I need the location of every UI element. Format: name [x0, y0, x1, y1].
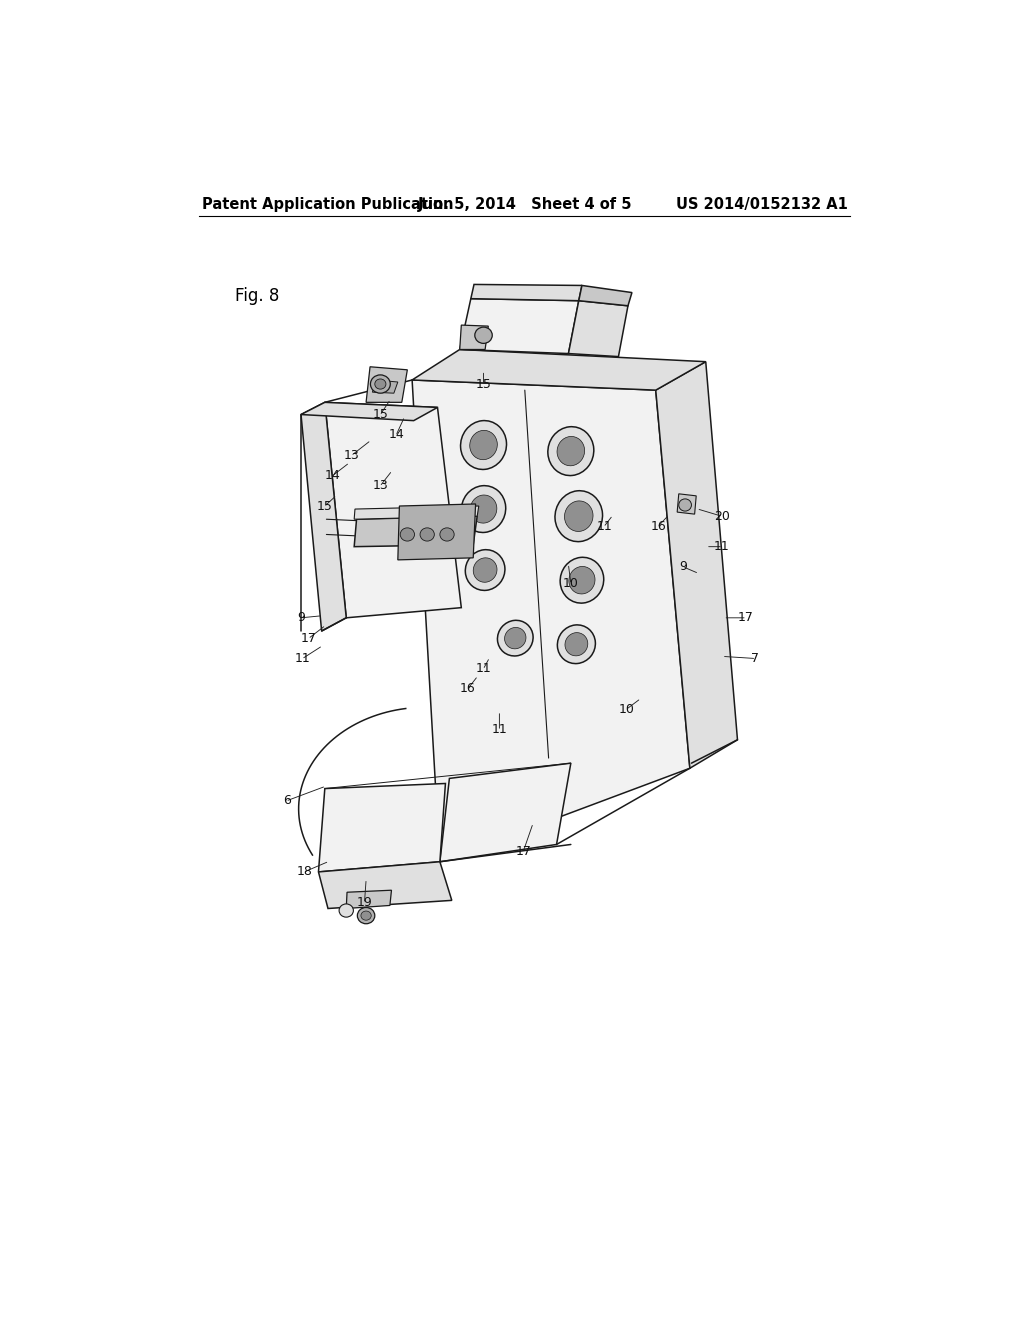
- Ellipse shape: [548, 426, 594, 475]
- Text: 15: 15: [373, 408, 388, 421]
- Ellipse shape: [339, 904, 353, 917]
- Text: 18: 18: [296, 866, 312, 878]
- Text: 11: 11: [492, 723, 507, 737]
- Text: 9: 9: [297, 611, 305, 624]
- Polygon shape: [325, 403, 461, 618]
- Ellipse shape: [360, 911, 372, 920]
- Polygon shape: [579, 285, 632, 306]
- Polygon shape: [412, 380, 690, 862]
- Text: 15: 15: [475, 378, 492, 391]
- Text: 14: 14: [325, 469, 341, 482]
- Polygon shape: [440, 763, 570, 862]
- Polygon shape: [655, 362, 737, 768]
- Ellipse shape: [475, 327, 493, 343]
- Text: 16: 16: [460, 682, 475, 696]
- Text: 6: 6: [283, 795, 291, 808]
- Ellipse shape: [557, 624, 595, 664]
- Ellipse shape: [400, 528, 415, 541]
- Ellipse shape: [357, 907, 375, 924]
- Text: 10: 10: [563, 577, 579, 590]
- Ellipse shape: [371, 375, 390, 393]
- Text: 14: 14: [388, 429, 404, 441]
- Ellipse shape: [465, 549, 505, 590]
- Ellipse shape: [564, 500, 593, 532]
- Ellipse shape: [440, 528, 455, 541]
- Polygon shape: [460, 325, 488, 350]
- Ellipse shape: [560, 557, 604, 603]
- Text: 16: 16: [650, 520, 666, 533]
- Text: 13: 13: [344, 449, 359, 462]
- Text: 17: 17: [515, 845, 531, 858]
- Polygon shape: [412, 350, 706, 391]
- Polygon shape: [301, 403, 437, 421]
- Polygon shape: [460, 298, 579, 354]
- Polygon shape: [397, 504, 475, 560]
- Text: 11: 11: [596, 520, 612, 533]
- Text: 7: 7: [751, 652, 759, 665]
- Ellipse shape: [375, 379, 386, 389]
- Polygon shape: [354, 506, 479, 519]
- Polygon shape: [354, 516, 477, 546]
- Polygon shape: [677, 494, 696, 515]
- Text: 13: 13: [373, 479, 388, 492]
- Text: 10: 10: [618, 702, 634, 715]
- Ellipse shape: [557, 437, 585, 466]
- Ellipse shape: [679, 499, 691, 511]
- Ellipse shape: [555, 491, 602, 541]
- Ellipse shape: [498, 620, 534, 656]
- Polygon shape: [318, 862, 452, 908]
- Polygon shape: [346, 890, 391, 908]
- Ellipse shape: [470, 495, 497, 523]
- Polygon shape: [318, 784, 445, 873]
- Polygon shape: [367, 367, 408, 403]
- Text: Jun. 5, 2014   Sheet 4 of 5: Jun. 5, 2014 Sheet 4 of 5: [418, 197, 632, 211]
- Text: 17: 17: [301, 632, 316, 644]
- Ellipse shape: [565, 632, 588, 656]
- Polygon shape: [373, 380, 397, 393]
- Text: 11: 11: [476, 663, 492, 675]
- Text: Patent Application Publication: Patent Application Publication: [202, 197, 454, 211]
- Text: 19: 19: [356, 896, 373, 909]
- Ellipse shape: [462, 486, 506, 532]
- Polygon shape: [301, 403, 346, 631]
- Ellipse shape: [420, 528, 434, 541]
- Polygon shape: [471, 284, 582, 301]
- Ellipse shape: [470, 430, 498, 459]
- Text: 11: 11: [714, 540, 729, 553]
- Text: 15: 15: [316, 499, 333, 512]
- Text: Fig. 8: Fig. 8: [236, 286, 280, 305]
- Text: 9: 9: [680, 561, 687, 573]
- Text: US 2014/0152132 A1: US 2014/0152132 A1: [676, 197, 848, 211]
- Ellipse shape: [473, 558, 497, 582]
- Text: 11: 11: [295, 652, 310, 665]
- Ellipse shape: [461, 421, 507, 470]
- Text: 20: 20: [714, 510, 729, 523]
- Ellipse shape: [505, 627, 526, 649]
- Polygon shape: [568, 301, 628, 356]
- Ellipse shape: [569, 566, 595, 594]
- Text: 17: 17: [737, 611, 754, 624]
